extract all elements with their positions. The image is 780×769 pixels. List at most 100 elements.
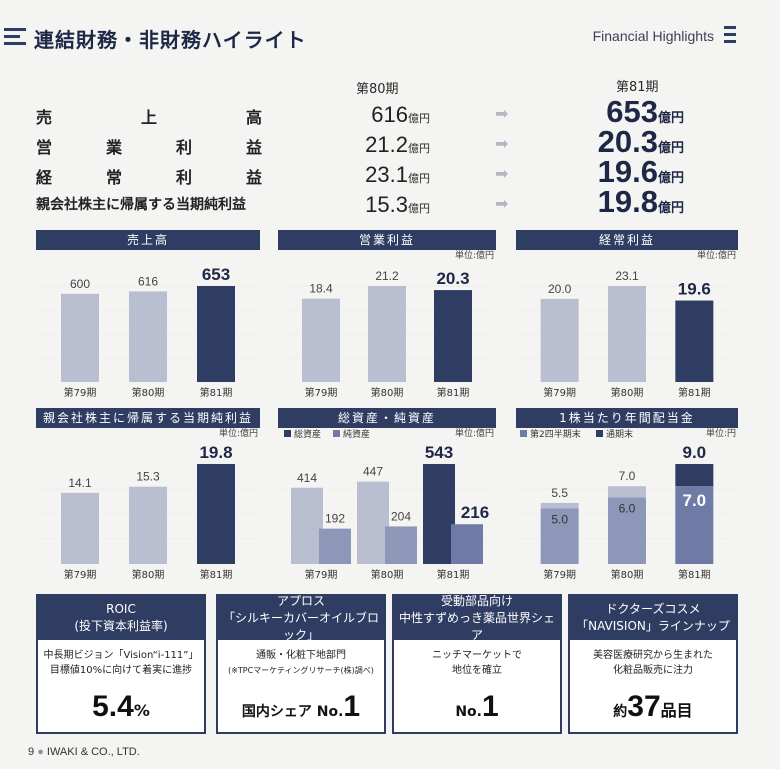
- chart-assets: 単位:億円 第79期 414 192 第80期 447 204 第81期 543 216 総資産 純資…: [278, 408, 496, 584]
- summary-cur-value: 19.8: [597, 184, 658, 219]
- category-label: 第80期: [371, 568, 404, 581]
- legend-label: 純資産: [343, 428, 370, 440]
- bar: [129, 291, 167, 382]
- box-head-line1: アプロス: [276, 593, 325, 608]
- bar: [434, 290, 472, 382]
- unit-label: 単位:円: [706, 427, 736, 439]
- summary-unit: 億円: [657, 171, 684, 186]
- chart-title: 売上高: [36, 230, 260, 250]
- category-label: 第79期: [543, 386, 576, 399]
- data-label: 616: [138, 274, 158, 288]
- bar: [540, 298, 579, 382]
- legend-swatch: [284, 430, 291, 437]
- box-desc-line1: ニッチマーケットで: [432, 650, 522, 661]
- unit-label: 単位:億円: [697, 249, 736, 261]
- bar: [302, 298, 340, 382]
- box-head-line1: 受動部品向け: [440, 593, 513, 608]
- summary-unit: 億円: [408, 172, 430, 185]
- summary-unit: 億円: [408, 142, 430, 155]
- bar: [608, 286, 646, 382]
- data-label: 23.1: [615, 269, 639, 283]
- arrow-right-icon: ➡: [495, 104, 509, 123]
- data-label: 20.0: [548, 282, 572, 296]
- data-label: 18.4: [309, 282, 333, 296]
- legend-label: 通期末: [606, 428, 633, 440]
- bar: [129, 486, 167, 564]
- summary-label: 売 上 高: [36, 108, 262, 127]
- arrow-right-icon: ➡: [495, 164, 509, 183]
- category-label: 第80期: [132, 568, 165, 581]
- chart-title: 1株当たり年間配当金: [516, 408, 738, 428]
- box-head-line2: 「NAVISION」ラインナップ: [576, 619, 730, 633]
- category-label: 第81期: [437, 568, 470, 581]
- legend-swatch: [596, 430, 603, 437]
- page-header: 連結財務・非財務ハイライト Financial Highlights: [0, 22, 780, 62]
- data-label: 447: [363, 465, 383, 479]
- summary-cur-value: 20.3: [597, 124, 658, 159]
- bar-year-end: [608, 486, 646, 498]
- data-label: 6.0: [619, 501, 636, 515]
- summary-label: 営 業 利 益: [36, 138, 262, 157]
- chart-ordinary-profit: 単位:億円 第79期 20.0 第80期 23.1 第81期 19.6 経常利益: [516, 230, 738, 402]
- page-number: 9: [28, 746, 35, 758]
- total-label: 9.0: [683, 443, 707, 462]
- category-label: 第79期: [305, 568, 338, 581]
- bar-year-end: [675, 464, 714, 487]
- bar: [61, 293, 99, 382]
- category-label: 第81期: [437, 386, 470, 399]
- summary-label: 経 常 利 益: [36, 168, 262, 187]
- data-label: 19.6: [678, 280, 711, 299]
- highlight-box-plating: 受動部品向け 中性すずめっき薬品世界シェア ニッチマーケットで 地位を確立 No…: [392, 594, 562, 734]
- bar-interim: [675, 486, 714, 564]
- summary-cur-value: 19.6: [597, 154, 658, 189]
- summary-row-sales: 売 上 高 616億円 ➡ 653億円: [0, 94, 780, 130]
- box-desc-line2: 目標値10%に向けて着実に進捗: [49, 665, 193, 676]
- summary-unit: 億円: [657, 141, 684, 156]
- page-title-en: Financial Highlights: [592, 28, 714, 44]
- chart-title: 営業利益: [278, 230, 496, 250]
- total-label: 5.5: [551, 486, 568, 500]
- cur-period-header: 第81期: [616, 80, 659, 95]
- box-desc-line1: 美容医療研究から生まれた: [593, 650, 713, 661]
- chart-title: 総資産・純資産: [278, 408, 496, 428]
- data-label: 5.0: [551, 512, 568, 526]
- category-label: 第79期: [305, 386, 338, 399]
- summary-unit: 億円: [657, 201, 684, 216]
- summary-prev-value: 616: [371, 102, 408, 127]
- chart-title: 経常利益: [516, 230, 738, 250]
- box-value: 5.4%: [92, 690, 150, 723]
- box-head-line1: ROIC: [106, 602, 136, 616]
- box-head-line1: ドクターズコスメ: [605, 602, 701, 616]
- highlight-box-roic: ROIC (投下資本利益率) 中長期ビジョン「Vision“i-111”」 目標…: [36, 594, 206, 734]
- category-label: 第81期: [678, 386, 711, 399]
- data-label: 653: [202, 265, 230, 284]
- bar: [675, 300, 714, 382]
- summary-unit: 億円: [657, 111, 684, 126]
- menu-lines-right-icon: [724, 26, 736, 47]
- category-label: 第80期: [132, 386, 165, 399]
- summary-row-operating-profit: 営 業 利 益 21.2億円 ➡ 20.3億円: [0, 124, 780, 160]
- bar-year-end: [540, 502, 579, 509]
- page-title: 連結財務・非財務ハイライト: [34, 28, 307, 52]
- summary-prev-value: 23.1: [365, 162, 408, 187]
- bullet-icon: ●: [37, 746, 44, 758]
- box-value: 国内シェア No.1: [241, 690, 361, 723]
- summary-table: 第80期 第81期 売 上 高 616億円 ➡ 653億円 営 業 利 益 21…: [0, 78, 780, 219]
- page-footer: 9 ● IWAKI & CO., LTD.: [28, 746, 140, 758]
- chart-sales: 第79期 600 第80期 616 第81期 653 売上高: [36, 230, 260, 402]
- legend-label: 第2四半期末: [530, 428, 581, 440]
- bar-total-assets: [291, 487, 323, 564]
- category-label: 第80期: [371, 386, 404, 399]
- summary-unit: 億円: [408, 112, 430, 125]
- category-label: 第81期: [200, 568, 233, 581]
- category-label: 第81期: [678, 568, 711, 581]
- data-label: 204: [391, 509, 411, 523]
- highlight-box-navision: ドクターズコスメ 「NAVISION」ラインナップ 美容医療研究から生まれた 化…: [568, 594, 738, 734]
- category-label: 第81期: [200, 386, 233, 399]
- bar: [197, 286, 235, 382]
- data-label: 21.2: [375, 269, 399, 283]
- chart-svg: 第79期 600 第80期 616 第81期 653: [40, 265, 256, 399]
